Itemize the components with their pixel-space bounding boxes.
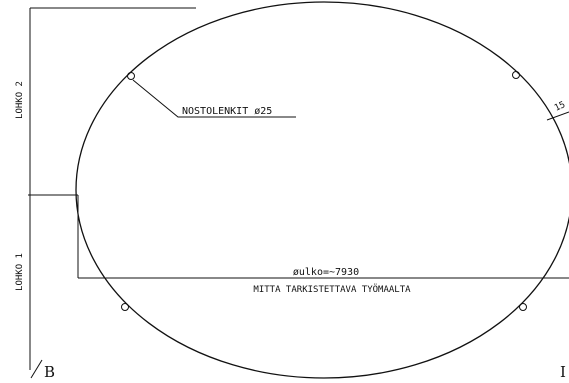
measure-note-label: MITTA TARKISTETTAVA TYÖMAALTA: [253, 284, 411, 295]
lohko-2-label: LOHKO 2: [15, 81, 25, 119]
lifting-lug-top-left: [127, 72, 135, 80]
section-marker-left: B: [44, 363, 55, 381]
outer-diameter-label: øulko=~7930: [293, 267, 359, 278]
lifting-lug-leader: [132, 79, 296, 118]
tank-outline-ellipse: [75, 1, 569, 379]
lifting-lug-bottom-left: [121, 303, 129, 311]
lifting-lugs-label: NOSTOLENKIT ø25: [182, 106, 272, 117]
right-leader-line: [546, 111, 569, 121]
lifting-lug-bottom-right: [519, 303, 527, 311]
lohko-1-label: LOHKO 1: [15, 253, 25, 291]
section-marker-left-slash: [30, 359, 43, 379]
lifting-lug-top-right: [512, 71, 520, 79]
right-edge-label: 15: [553, 100, 567, 114]
section-marker-right: I: [560, 363, 566, 381]
